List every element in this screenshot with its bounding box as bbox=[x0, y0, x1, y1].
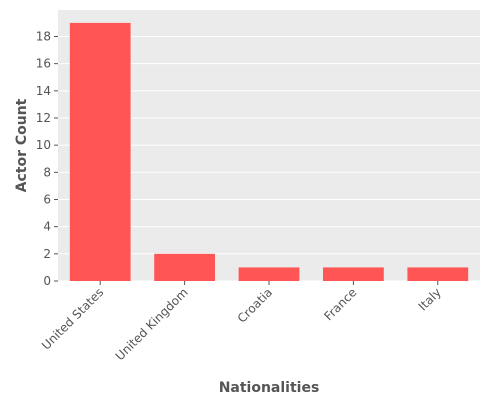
x-axis-ticks: United States United Kingdom Croatia France… bbox=[39, 281, 444, 363]
x-tick-label: France bbox=[321, 285, 359, 323]
y-tick-label: 8 bbox=[43, 165, 51, 179]
y-tick-label: 6 bbox=[43, 192, 51, 206]
y-tick-label: 4 bbox=[43, 220, 51, 234]
y-tick-label: 0 bbox=[43, 274, 51, 288]
y-axis-title: Actor Count bbox=[14, 98, 30, 192]
bar-united-kingdom bbox=[154, 253, 215, 281]
y-tick-label: 18 bbox=[36, 29, 51, 43]
x-tick-label: Italy bbox=[416, 285, 444, 313]
y-tick-label: 16 bbox=[36, 57, 51, 71]
y-axis-ticks: 0 2 4 6 8 10 12 14 16 18 bbox=[36, 29, 58, 288]
bar-france bbox=[323, 267, 384, 281]
x-tick-label: United States bbox=[39, 285, 106, 352]
bar-united-states bbox=[69, 22, 131, 282]
x-tick-label: United Kingdom bbox=[113, 285, 191, 363]
x-tick-label: Croatia bbox=[235, 285, 275, 325]
bar-croatia bbox=[238, 267, 300, 281]
x-axis-title: Nationalities bbox=[219, 380, 320, 396]
y-tick-label: 14 bbox=[36, 84, 51, 98]
bars bbox=[69, 22, 469, 282]
bar-italy bbox=[407, 267, 469, 281]
y-tick-label: 12 bbox=[36, 111, 51, 125]
y-tick-label: 10 bbox=[36, 138, 51, 152]
y-tick-label: 2 bbox=[43, 247, 51, 261]
